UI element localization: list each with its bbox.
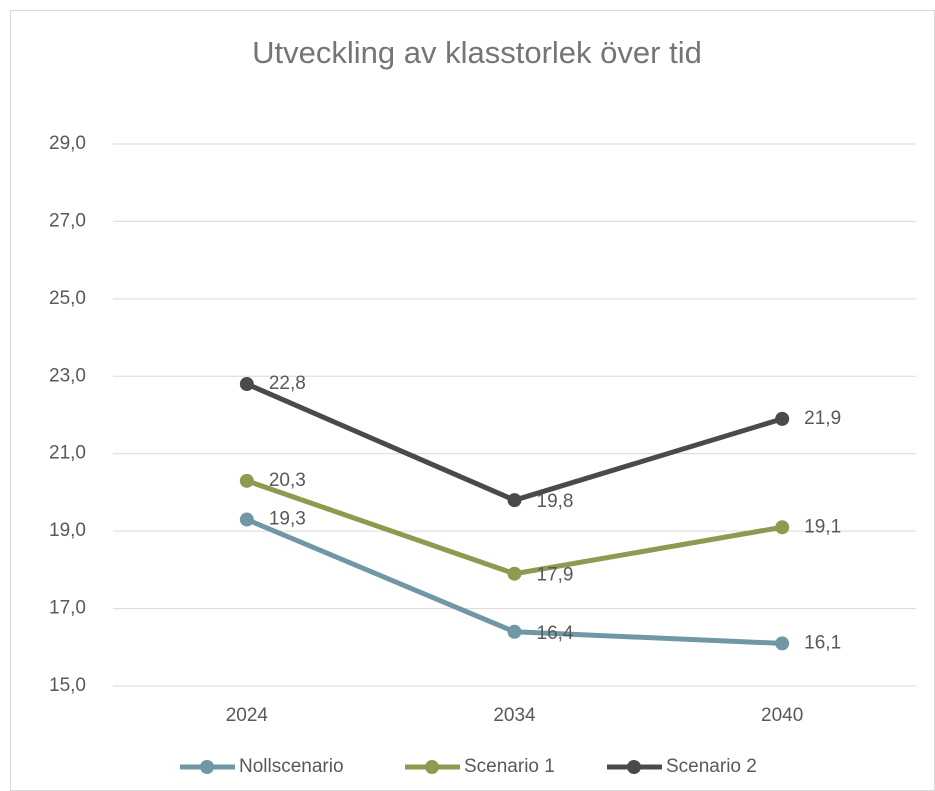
x-tick-label: 2040	[761, 705, 803, 726]
marker	[775, 520, 790, 535]
legend-marker	[627, 760, 641, 774]
marker	[507, 566, 522, 581]
legend-marker	[425, 760, 439, 774]
data-label: 20,3	[269, 470, 306, 491]
y-tick-label: 17,0	[49, 598, 86, 619]
chart-title: Utveckling av klasstorlek över tid	[252, 35, 702, 70]
data-label: 22,8	[269, 373, 306, 394]
marker	[239, 473, 254, 488]
y-tick-label: 27,0	[49, 210, 86, 231]
data-label: 17,9	[537, 565, 574, 586]
y-tick-label: 15,0	[49, 675, 86, 696]
legend-label: Nollscenario	[239, 756, 344, 777]
legend-marker	[200, 760, 214, 774]
legend-label: Scenario 1	[464, 756, 555, 777]
marker	[507, 624, 522, 639]
x-tick-label: 2024	[226, 705, 269, 726]
marker	[775, 411, 790, 426]
y-tick-label: 21,0	[49, 443, 86, 464]
x-tick-label: 2034	[493, 705, 536, 726]
data-label: 19,8	[537, 491, 574, 512]
marker	[507, 493, 522, 508]
y-tick-label: 19,0	[49, 520, 86, 541]
data-label: 16,1	[804, 632, 841, 653]
y-tick-label: 29,0	[49, 133, 86, 154]
data-label: 16,4	[537, 623, 574, 644]
legend-label: Scenario 2	[666, 756, 757, 777]
y-tick-label: 25,0	[49, 288, 86, 309]
marker	[239, 512, 254, 527]
marker	[239, 377, 254, 392]
data-label: 19,3	[269, 509, 306, 530]
marker	[775, 636, 790, 651]
chart-frame	[10, 10, 935, 791]
y-tick-label: 23,0	[49, 365, 86, 386]
data-label: 21,9	[804, 408, 841, 429]
data-label: 19,1	[804, 516, 841, 537]
